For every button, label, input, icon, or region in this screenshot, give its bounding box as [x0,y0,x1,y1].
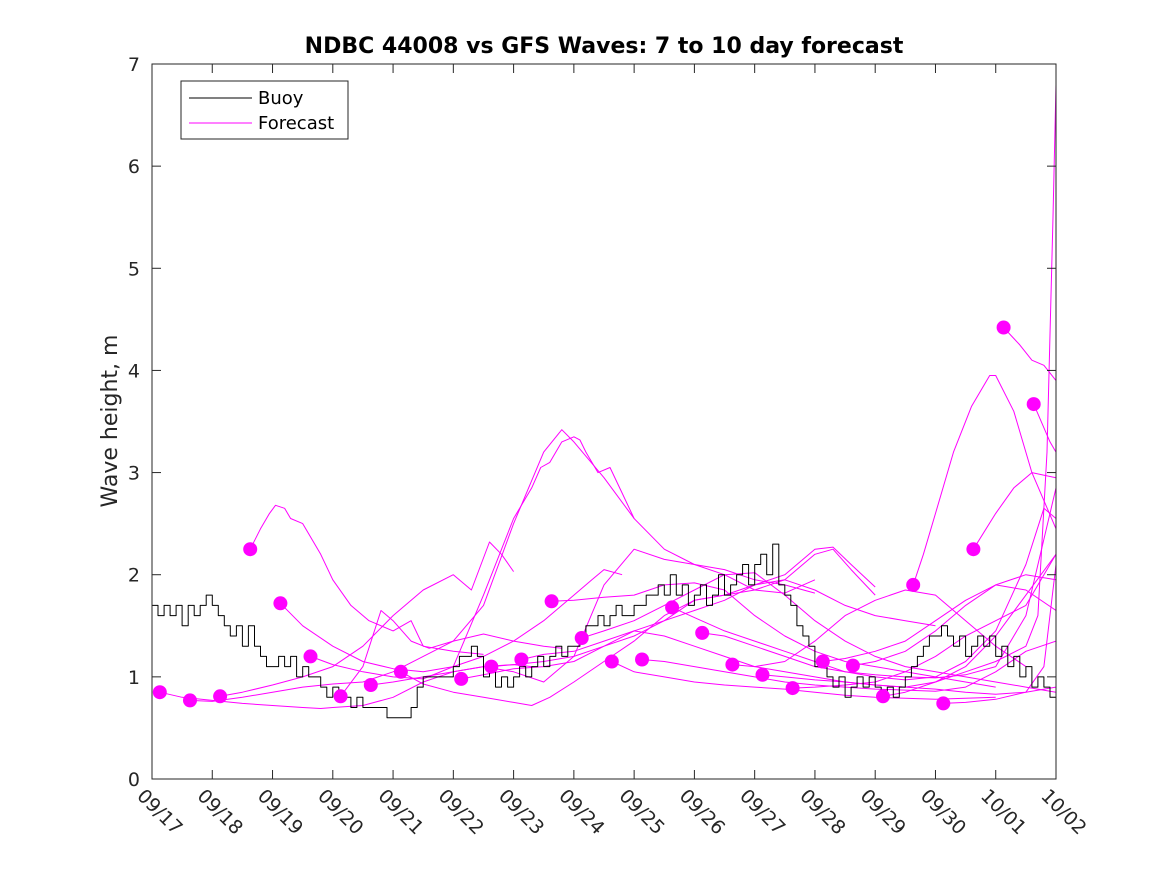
forecast-series-line [551,582,996,688]
axes-box [151,63,1057,780]
y-tick-label: 5 [128,258,140,280]
forecast-start-marker [906,577,921,592]
forecast-start-marker [363,678,378,692]
legend-box [180,80,349,140]
plot-area [152,64,1056,779]
legend-label-buoy: Buoy [258,88,304,109]
forecast-start-marker [785,681,800,696]
forecast-start-marker [273,596,288,611]
forecast-start-marker [725,657,740,672]
forecast-series-line [1003,327,1056,382]
forecast-series-line [340,429,816,697]
forecast-start-marker [514,652,529,667]
forecast-series-line [249,504,484,655]
forecast-start-marker [213,689,228,704]
forecast-series-line [943,686,1056,704]
forecast-start-marker [544,594,559,609]
forecast-start-marker [604,654,619,669]
chart-title: NDBC 44008 vs GFS Waves: 7 to 10 day for… [305,34,904,59]
forecast-series-line [280,569,623,673]
forecast-start-marker [484,659,499,674]
forecast-series-line [581,572,1056,693]
forecast-start-marker [755,667,770,682]
forecast-series-line [400,548,876,706]
y-tick-label: 2 [128,565,140,587]
forecast-start-marker [574,631,589,645]
forecast-series-line [189,633,562,702]
y-tick-label: 1 [128,667,140,689]
forecast-series-line [641,640,1056,692]
forecast-series-line [912,375,1056,586]
y-tick-label: 0 [128,769,140,791]
marker-layer [152,320,1041,711]
forecast-start-marker [966,542,981,557]
series-layer [152,83,1056,719]
y-axis-label: Wave height, m [98,335,123,508]
forecast-start-marker [695,625,710,640]
y-tick-label: 4 [128,360,140,382]
forecast-start-marker [333,689,348,704]
forecast-start-marker [1026,397,1041,412]
forecast-start-marker [152,685,167,700]
forecast-start-marker [815,654,830,669]
forecast-start-marker [845,658,860,673]
forecast-start-marker [454,671,469,686]
forecast-series-line [972,472,1056,550]
forecast-series-line [220,541,515,697]
forecast-start-marker [936,696,951,711]
y-tick-label: 3 [128,463,140,485]
forecast-series-line [882,553,1056,697]
y-tick-label: 7 [128,54,140,76]
forecast-start-marker [243,542,258,557]
forecast-start-marker [303,649,318,664]
forecast-series-line [611,661,996,700]
legend: Buoy Forecast [180,80,349,140]
y-tick-label: 6 [128,156,140,178]
buoy-series-line [152,543,1056,719]
forecast-series-line [671,507,1056,681]
forecast-start-marker [665,600,680,615]
forecast-start-marker [183,693,197,708]
forecast-start-marker [635,652,649,667]
forecast-series-line [792,553,1056,689]
forecast-start-marker [393,664,408,679]
forecast-series-line [521,589,1027,668]
legend-label-forecast: Forecast [258,113,334,134]
forecast-start-marker [996,320,1011,335]
forecast-series-line [1033,403,1056,454]
forecast-series-line [822,584,1056,662]
forecast-series-line [852,574,1056,667]
forecast-start-marker [876,689,890,704]
